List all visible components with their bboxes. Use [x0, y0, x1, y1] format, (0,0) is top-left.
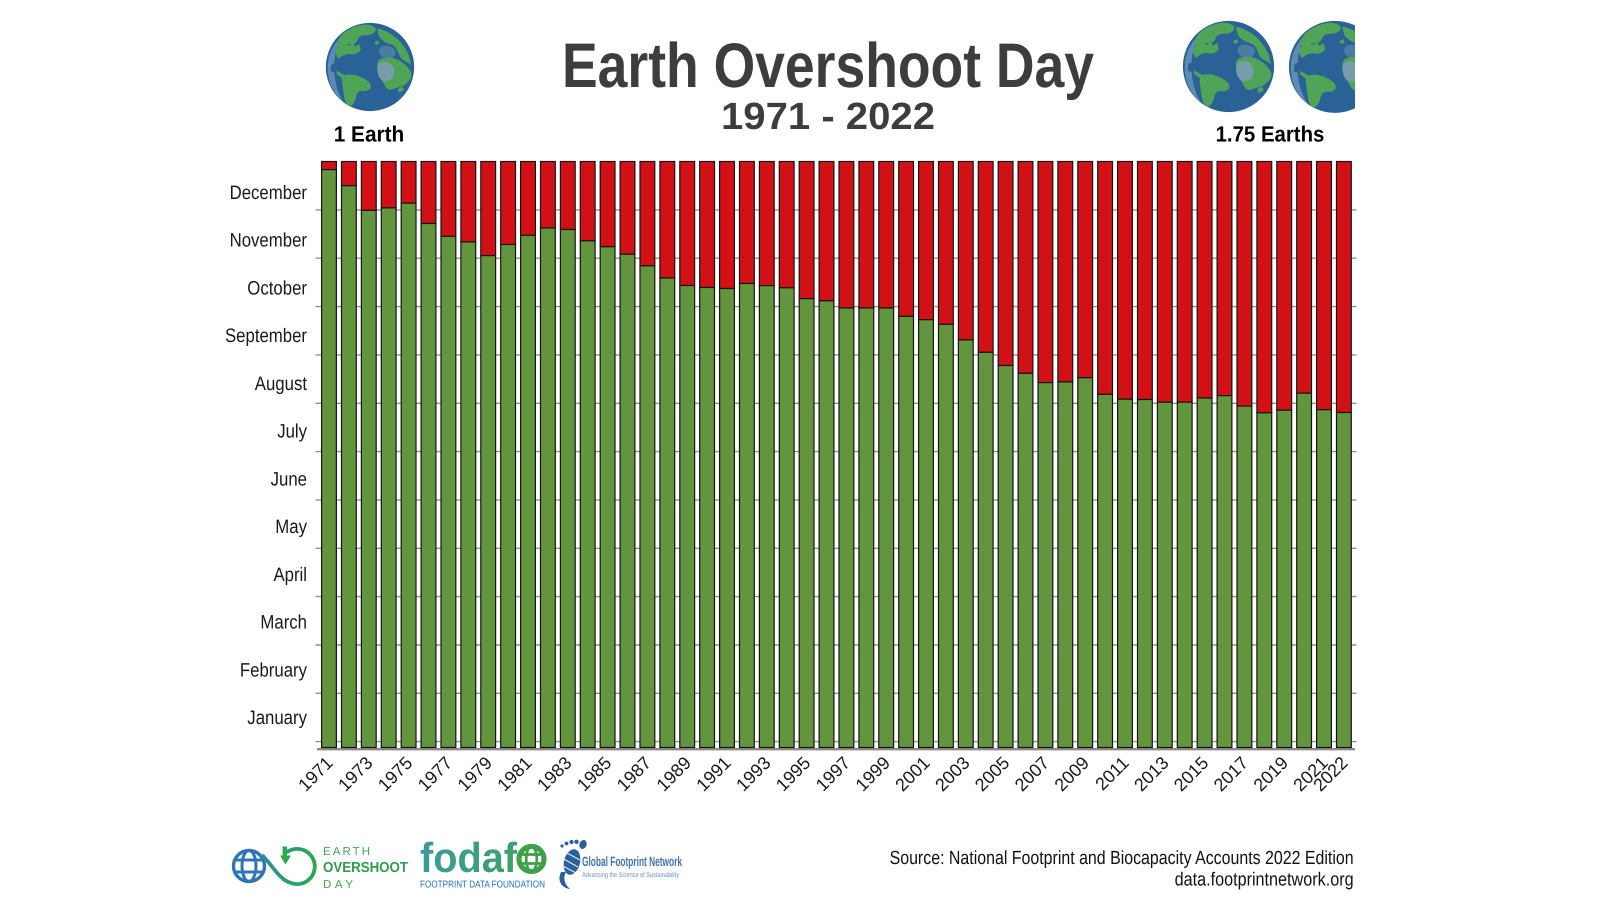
svg-text:1993: 1993: [732, 753, 774, 795]
svg-text:March: March: [260, 612, 307, 634]
svg-text:2007: 2007: [1011, 753, 1053, 795]
svg-text:1979: 1979: [454, 753, 496, 795]
svg-text:2019: 2019: [1250, 753, 1292, 795]
svg-text:1977: 1977: [414, 753, 456, 795]
svg-text:2015: 2015: [1170, 753, 1212, 795]
svg-text:2009: 2009: [1051, 753, 1093, 795]
svg-text:1.75 Earths: 1.75 Earths: [1216, 122, 1325, 147]
svg-text:FOOTPRINT DATA FOUNDATION: FOOTPRINT DATA FOUNDATION: [420, 880, 545, 891]
svg-text:November: November: [230, 230, 308, 252]
svg-text:Earth Overshoot Day: Earth Overshoot Day: [562, 31, 1094, 101]
svg-text:Source: National Footprint and: Source: National Footprint and Biocapaci…: [890, 848, 1354, 869]
svg-text:OVERSHOOT: OVERSHOOT: [323, 860, 408, 876]
svg-text:1971: 1971: [294, 753, 336, 795]
svg-text:2001: 2001: [891, 753, 933, 795]
svg-text:1987: 1987: [613, 753, 655, 795]
svg-text:Global Footprint Network: Global Footprint Network: [582, 854, 682, 869]
svg-text:1981: 1981: [493, 753, 535, 795]
svg-text:1971 - 2022: 1971 - 2022: [721, 96, 935, 138]
svg-text:1973: 1973: [334, 753, 376, 795]
svg-text:1997: 1997: [812, 753, 854, 795]
svg-text:1999: 1999: [852, 753, 894, 795]
svg-text:1989: 1989: [653, 753, 695, 795]
svg-text:1991: 1991: [692, 753, 734, 795]
svg-text:fodaf: fodaf: [420, 836, 518, 881]
svg-text:EARTH: EARTH: [323, 846, 370, 858]
svg-text:1985: 1985: [573, 753, 615, 795]
svg-text:DAY: DAY: [323, 879, 353, 891]
svg-text:2005: 2005: [971, 753, 1013, 795]
svg-text:December: December: [230, 182, 308, 204]
svg-text:2017: 2017: [1210, 753, 1252, 795]
svg-text:Advancing the Science of Susta: Advancing the Science of Sustainability: [582, 870, 679, 879]
svg-text:data.footprintnetwork.org: data.footprintnetwork.org: [1175, 870, 1354, 891]
svg-text:2003: 2003: [931, 753, 973, 795]
svg-text:1983: 1983: [533, 753, 575, 795]
svg-text:June: June: [271, 468, 307, 490]
svg-text:February: February: [240, 659, 307, 681]
svg-text:July: July: [277, 421, 307, 443]
svg-text:January: January: [247, 707, 307, 729]
svg-text:1 Earth: 1 Earth: [334, 122, 405, 147]
svg-text:1975: 1975: [374, 753, 416, 795]
svg-text:1995: 1995: [772, 753, 814, 795]
svg-text:2013: 2013: [1130, 753, 1172, 795]
svg-text:April: April: [274, 564, 308, 586]
svg-text:October: October: [247, 278, 307, 300]
svg-text:September: September: [225, 325, 307, 347]
svg-text:August: August: [255, 373, 308, 395]
svg-text:May: May: [275, 516, 307, 538]
svg-text:2011: 2011: [1091, 753, 1133, 795]
